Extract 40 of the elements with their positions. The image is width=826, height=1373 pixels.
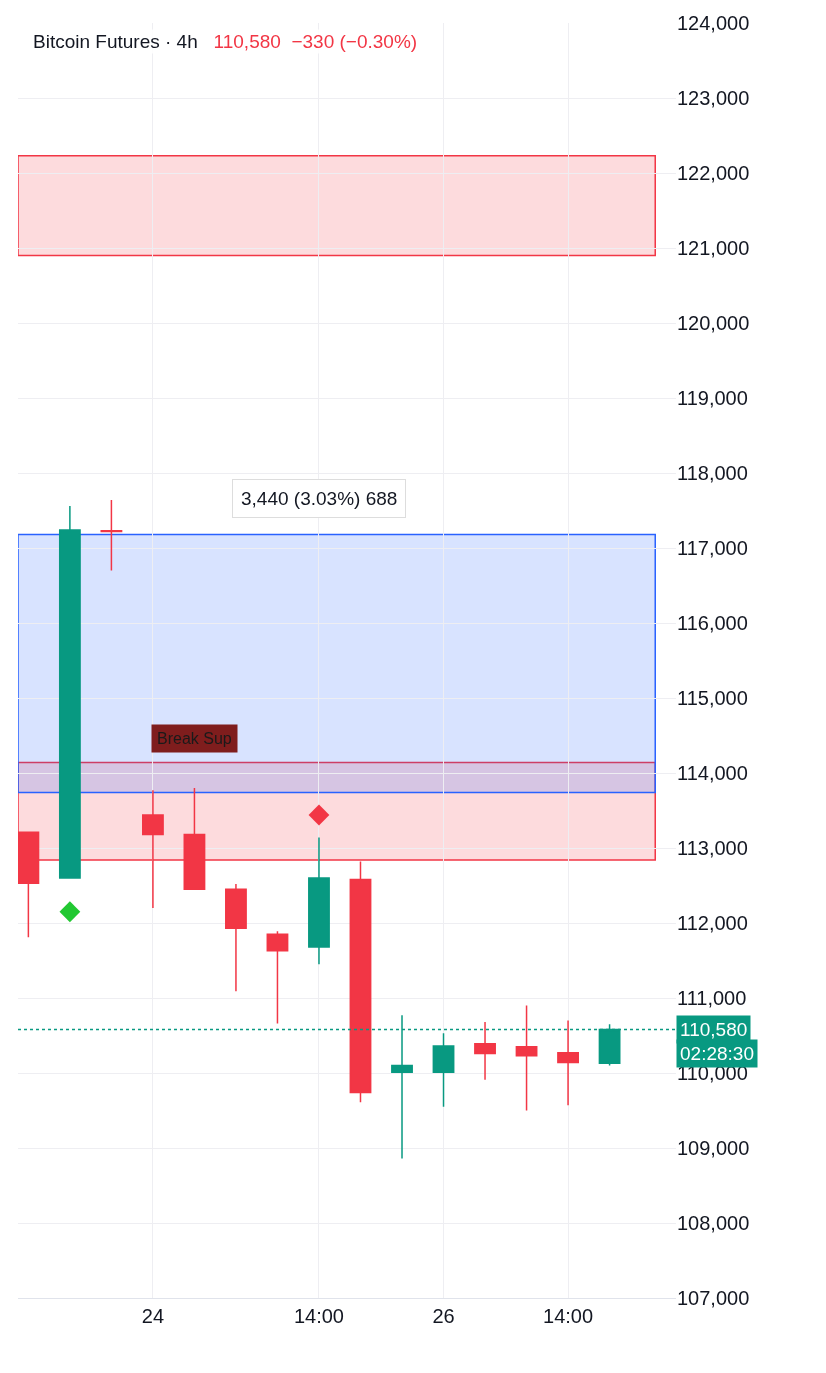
- text: 02:28:30: [680, 1043, 754, 1064]
- y-tick-label: 113,000: [677, 837, 748, 859]
- y-tick-label: 118,000: [677, 462, 748, 484]
- x-tick-label: 26: [432, 1305, 455, 1327]
- annotation: Break Sup: [157, 730, 232, 747]
- candlestick: [557, 1019, 579, 1106]
- candlestick: [225, 883, 247, 992]
- y-tick-label: 107,000: [677, 1287, 750, 1309]
- candlestick: [142, 789, 164, 909]
- x-tick-label: 14:00: [543, 1305, 594, 1327]
- ref-line-label: 110,580: [680, 1019, 748, 1040]
- candlestick: [349, 860, 372, 1103]
- y-tick-label: 117,000: [677, 537, 748, 559]
- candlestick: [474, 1021, 496, 1081]
- y-tick-label: 123,000: [677, 87, 750, 109]
- x-tick-label: 14:00: [293, 1305, 345, 1327]
- chart-subtitle: 110,580 −330 (−0.30%): [213, 31, 418, 52]
- y-tick-label: 120,000: [677, 312, 750, 334]
- y-tick-label: 112,000: [677, 912, 748, 934]
- x-tick-label: 24: [141, 1305, 165, 1327]
- band-label: 3,440 (3.03%) 688: [241, 488, 398, 509]
- chart-title: Bitcoin Futures · 4h: [33, 31, 198, 52]
- candlestick: [183, 787, 206, 890]
- candlestick: [100, 499, 123, 572]
- candlestick: [515, 1004, 538, 1112]
- y-tick-label: 108,000: [677, 1212, 750, 1234]
- candlestick: [18, 831, 40, 938]
- y-tick-label: 109,000: [677, 1137, 750, 1159]
- y-tick-label: 119,000: [677, 387, 748, 409]
- y-tick-label: 122,000: [677, 162, 750, 184]
- candlestick: [266, 930, 289, 1025]
- y-tick-label: 111,000: [677, 987, 747, 1009]
- y-tick-label: 124,000: [677, 12, 750, 34]
- y-tick-label: 114,000: [677, 762, 748, 784]
- y-tick-label: 116,000: [677, 612, 748, 634]
- candlestick: [58, 505, 81, 879]
- y-tick-label: 121,000: [677, 237, 750, 259]
- candlestick: [432, 1032, 455, 1108]
- candlestick: [308, 836, 330, 965]
- y-tick-label: 115,000: [677, 687, 748, 709]
